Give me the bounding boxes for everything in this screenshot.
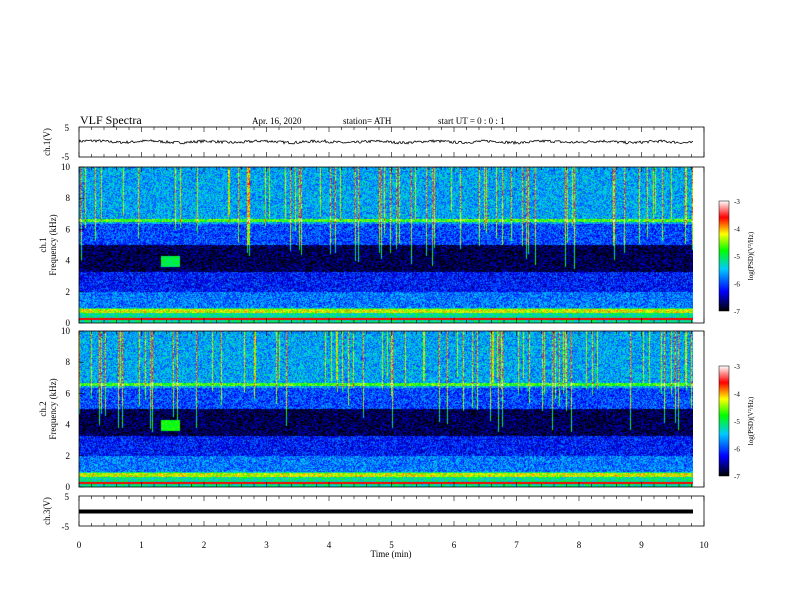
colorbar-tick-label: -5 bbox=[734, 418, 740, 426]
colorbar-tick-label: -6 bbox=[734, 281, 740, 289]
frequency-tick-label: 8 bbox=[66, 193, 71, 203]
colorbar-tick-label: -4 bbox=[734, 391, 740, 399]
frequency-tick-label: 8 bbox=[66, 357, 71, 367]
start-time-label: start UT = 0 : 0 : 1 bbox=[438, 116, 505, 126]
spec1-channel-label: ch.1 bbox=[38, 237, 48, 252]
colorbar-tick-label: -6 bbox=[734, 446, 740, 454]
frequency-tick-label: 0 bbox=[66, 318, 71, 328]
ch1-waveform bbox=[78, 139, 694, 146]
frequency-tick-label: 10 bbox=[61, 162, 71, 172]
time-tick-label: 7 bbox=[514, 540, 519, 550]
frequency-tick-label: 2 bbox=[66, 287, 71, 297]
colorbar-ch2-label: log(PSD)(V²/Hz) bbox=[747, 396, 755, 445]
time-tick-label: 8 bbox=[577, 540, 582, 550]
time-axis: 0 1 2 3 4 5 6 7 8 9 10 bbox=[77, 127, 709, 550]
colorbar-ch1-bar bbox=[718, 200, 730, 312]
time-tick-label: 2 bbox=[202, 540, 207, 550]
frequency-tick-label: 10 bbox=[61, 326, 71, 336]
spec2-frequency-label: Frequency (kHz) bbox=[48, 378, 58, 439]
colorbar-ch1: -3 -4 -5 -6 -7 log(PSD)(V²/Hz) bbox=[718, 198, 755, 316]
colorbar-ch2-bar bbox=[718, 365, 730, 477]
spectrogram-ch2-ticks: 0 2 4 6 8 10 bbox=[61, 326, 84, 492]
frequency-tick-label: 4 bbox=[66, 256, 71, 266]
spec2-channel-label: ch.2 bbox=[38, 401, 48, 416]
colorbar-tick-label: -5 bbox=[734, 253, 740, 261]
spectrogram-ch2-panel: 0 2 4 6 8 10 ch.2 Frequency (kHz) bbox=[38, 326, 705, 492]
colorbar-tick-label: -7 bbox=[734, 473, 740, 481]
colorbar-ch1-ticks: -3 -4 -5 -6 -7 bbox=[734, 198, 740, 316]
spectrogram-ch1-panel: 0 2 4 6 8 10 ch.1 Frequency (kHz) bbox=[38, 162, 705, 328]
colorbar-tick-label: -4 bbox=[734, 226, 740, 234]
time-tick-label: 10 bbox=[700, 540, 710, 550]
colorbar-ch2-ticks: -3 -4 -5 -6 -7 bbox=[734, 363, 740, 481]
ch3-tick-bottom: -5 bbox=[62, 522, 70, 532]
date-label: Apr. 16, 2020 bbox=[252, 116, 302, 126]
time-tick-label: 9 bbox=[639, 540, 644, 550]
colorbar-ch2: -3 -4 -5 -6 -7 log(PSD)(V²/Hz) bbox=[718, 363, 755, 481]
colorbar-tick-label: -3 bbox=[734, 363, 740, 371]
time-tick-label: 6 bbox=[452, 540, 457, 550]
ch1-axis-label: ch.1(V) bbox=[42, 128, 52, 156]
time-tick-label: 5 bbox=[389, 540, 394, 550]
ch3-tick-top: 5 bbox=[65, 492, 70, 502]
spectrogram-ch2-area bbox=[79, 331, 693, 487]
ch1-tick-bottom: -5 bbox=[62, 152, 70, 162]
time-tick-label: 4 bbox=[327, 540, 332, 550]
time-tick-label: 1 bbox=[139, 540, 144, 550]
figure-title: VLF Spectra bbox=[80, 113, 142, 127]
colorbar-tick-label: -3 bbox=[734, 198, 740, 206]
colorbar-tick-label: -7 bbox=[734, 308, 740, 316]
frequency-tick-label: 0 bbox=[66, 482, 71, 492]
spectrogram-ch1-area bbox=[79, 167, 693, 323]
frequency-tick-label: 6 bbox=[66, 224, 71, 234]
time-tick-label: 3 bbox=[264, 540, 269, 550]
spectrogram-ch1-ticks: 0 2 4 6 8 10 bbox=[61, 162, 84, 328]
colorbar-ch1-label: log(PSD)(V²/Hz) bbox=[747, 231, 755, 280]
ch3-axis-label: ch.3(V) bbox=[42, 497, 52, 525]
station-label: station= ATH bbox=[343, 116, 392, 126]
spec1-frequency-label: Frequency (kHz) bbox=[48, 214, 58, 275]
frequency-tick-label: 4 bbox=[66, 420, 71, 430]
frequency-tick-label: 2 bbox=[66, 451, 71, 461]
frequency-tick-label: 6 bbox=[66, 388, 71, 398]
ch1-tick-top: 5 bbox=[65, 123, 70, 133]
time-tick-label: 0 bbox=[77, 540, 82, 550]
time-axis-label: Time (min) bbox=[371, 549, 412, 559]
